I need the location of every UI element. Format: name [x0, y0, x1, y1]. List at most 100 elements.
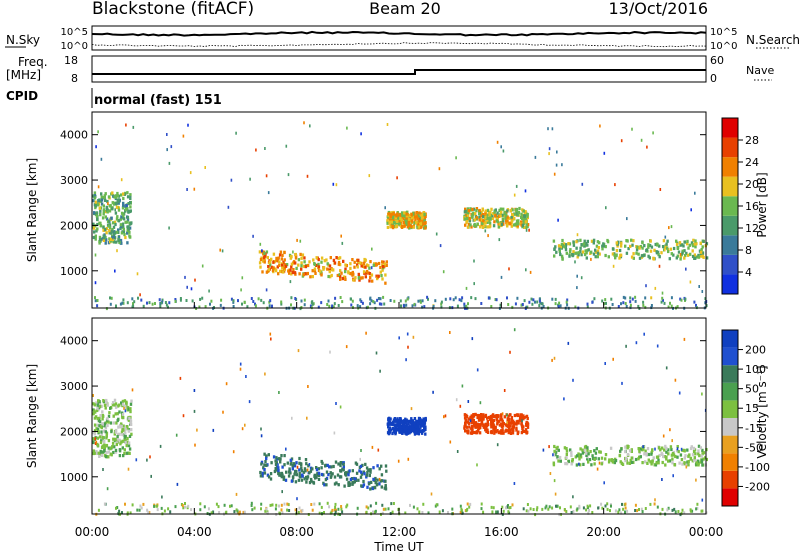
heatmap-cell: [415, 221, 418, 225]
heatmap-cell: [346, 503, 349, 507]
heatmap-cell: [615, 253, 618, 257]
heatmap-cell: [379, 479, 382, 483]
heatmap-cell: [103, 422, 107, 426]
heatmap-cell: [521, 303, 524, 306]
heatmap-cell: [291, 467, 294, 471]
heatmap-cell: [281, 266, 284, 270]
heatmap-cell: [490, 305, 493, 308]
heatmap-cell: [535, 508, 538, 512]
heatmap-cell: [305, 480, 308, 484]
heatmap-cell: [407, 429, 410, 433]
heatmap-cell: [470, 296, 473, 300]
heatmap-cell: [526, 425, 530, 429]
heatmap-cell: [93, 403, 97, 407]
heatmap-cell: [687, 463, 690, 467]
heatmap-cell: [697, 459, 700, 463]
heatmap-cell: [493, 220, 496, 224]
heatmap-cell: [463, 413, 467, 417]
heatmap-cell: [126, 301, 129, 305]
heatmap-cell: [451, 507, 454, 511]
heatmap-cell: [581, 451, 585, 455]
heatmap-cell: [243, 510, 246, 514]
heatmap-cell: [404, 424, 407, 428]
heatmap-cell: [415, 211, 419, 215]
heatmap-cell: [565, 462, 569, 466]
heatmap-cell: [486, 208, 490, 212]
heatmap-cell: [471, 214, 474, 218]
heatmap-cell: [644, 305, 647, 309]
heatmap-cell: [683, 511, 686, 515]
heatmap-cell: [495, 414, 498, 418]
heatmap-cell: [114, 195, 118, 199]
heatmap-cell: [586, 305, 589, 309]
heatmap-cell: [119, 225, 123, 229]
heatmap-cell: [492, 427, 495, 431]
heatmap-cell: [123, 233, 126, 237]
heatmap-cell: [121, 412, 125, 417]
heatmap-cell: [538, 299, 541, 303]
heatmap-cell: [277, 272, 280, 276]
heatmap-cell: [281, 511, 284, 515]
heatmap-cell: [224, 511, 227, 515]
heatmap-cell: [101, 435, 105, 440]
heatmap-cell: [402, 214, 406, 218]
heatmap-cell: [398, 336, 400, 340]
heatmap-cell: [594, 250, 598, 254]
heatmap-cell: [701, 254, 704, 258]
heatmap-cell: [476, 413, 479, 418]
heatmap-cell: [486, 430, 490, 434]
heatmap-cell: [275, 461, 278, 465]
heatmap-cell: [497, 214, 501, 218]
heatmap-cell: [107, 439, 111, 443]
heatmap-cell: [484, 413, 488, 417]
heatmap-cell: [114, 428, 118, 433]
heatmap-cell: [111, 441, 115, 445]
heatmap-cell: [308, 481, 312, 485]
heatmap-cell: [492, 424, 496, 428]
colorbar-swatch: [722, 347, 738, 366]
heatmap-cell: [496, 211, 499, 215]
heatmap-cell: [594, 451, 598, 455]
heatmap-cell: [586, 243, 589, 247]
heatmap-cell: [345, 345, 348, 349]
heatmap-cell: [513, 413, 517, 418]
heatmap-cell: [127, 441, 131, 445]
heatmap-cell: [100, 433, 103, 437]
heatmap-cell: [124, 409, 127, 413]
heatmap-cell: [500, 210, 503, 214]
heatmap-cell: [273, 260, 276, 264]
heatmap-cell: [506, 296, 508, 300]
heatmap-cell: [93, 230, 96, 234]
heatmap-cell: [498, 208, 501, 212]
heatmap-cell: [472, 414, 475, 418]
heatmap-cell: [114, 448, 118, 452]
heatmap-cell: [259, 242, 262, 246]
heatmap-cell: [484, 211, 487, 215]
heatmap-cell: [129, 422, 133, 426]
heatmap-cell: [208, 289, 210, 293]
heatmap-cell: [96, 217, 99, 221]
heatmap-cell: [116, 412, 119, 416]
heatmap-cell: [407, 220, 410, 224]
heatmap-cell: [278, 504, 280, 508]
heatmap-cell: [127, 407, 131, 411]
heatmap-cell: [424, 221, 427, 225]
heatmap-cell: [598, 450, 601, 454]
heatmap-cell: [219, 248, 221, 252]
heatmap-cell: [558, 301, 561, 305]
heatmap-cell: [359, 261, 362, 265]
heatmap-cell: [121, 428, 124, 432]
heatmap-cell: [399, 417, 402, 421]
heatmap-cell: [701, 245, 704, 249]
heatmap-cell: [310, 479, 313, 483]
heatmap-cell: [107, 202, 109, 206]
heatmap-cell: [343, 484, 346, 488]
heatmap-cell: [230, 178, 233, 182]
heatmap-cell: [304, 265, 307, 269]
heatmap-cell: [416, 507, 419, 511]
heatmap-cell: [372, 263, 375, 267]
heatmap-cell: [126, 511, 129, 515]
heatmap-cell: [283, 454, 286, 458]
heatmap-cell: [466, 214, 470, 218]
heatmap-cell: [413, 432, 417, 436]
